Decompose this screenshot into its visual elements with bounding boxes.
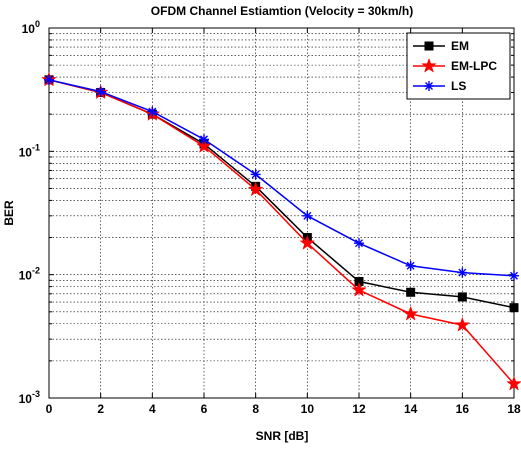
series-line-em-lpc — [48, 79, 515, 385]
data-point-ls-stroke — [303, 211, 312, 220]
y-tick-base: 10 — [22, 22, 36, 36]
data-point-ls — [147, 106, 158, 117]
data-point-ls — [457, 267, 468, 278]
y-tick-base: 10 — [19, 392, 33, 406]
series-line-ls — [48, 79, 515, 277]
data-point-ls — [509, 270, 519, 281]
x-tick-label: 16 — [456, 402, 470, 416]
y-tick-label: 10-2 — [19, 266, 40, 283]
x-tick-label: 6 — [201, 402, 208, 416]
legend-label-ls: LS — [451, 79, 466, 93]
legend-marker-ls-stroke — [425, 82, 433, 90]
data-point-ls — [250, 169, 261, 180]
data-point-ls-stroke — [355, 239, 363, 248]
data-point-em — [509, 303, 519, 313]
data-point-em-lpc — [454, 316, 471, 332]
y-tick-base: 10 — [19, 269, 33, 283]
data-point-em-lpc — [402, 305, 419, 321]
plot-area — [48, 27, 515, 399]
chart-title: OFDM Channel Estiamtion (Velocity = 30km… — [151, 4, 413, 18]
x-tick-label: 14 — [404, 402, 418, 416]
data-point-ls-stroke — [510, 271, 518, 280]
y-tick-label: 10-3 — [19, 389, 40, 406]
series-layer — [41, 71, 521, 391]
legend-label-em-lpc: EM-LPC — [451, 59, 497, 73]
data-point-ls-stroke — [458, 268, 467, 277]
data-point-em-lpc — [351, 281, 367, 297]
data-point-em-lpc — [299, 234, 316, 250]
y-tick-exponent: -2 — [32, 266, 40, 276]
data-point-ls-stroke — [45, 75, 53, 84]
data-point-em-lpc — [247, 181, 264, 197]
series-ls — [44, 74, 519, 281]
x-tick-label: 10 — [301, 402, 315, 416]
y-tick-base: 10 — [19, 145, 33, 159]
y-tick-label: 100 — [22, 19, 40, 36]
data-point-em — [406, 287, 416, 297]
legend: EM EM-LPC LS — [406, 32, 511, 100]
legend-marker-em-lpc — [421, 57, 437, 73]
y-tick-label: 10-1 — [19, 142, 40, 159]
data-point-ls-stroke — [251, 170, 260, 179]
x-tick-label: 12 — [352, 402, 366, 416]
data-point-ls — [199, 134, 209, 145]
legend-marker-em — [424, 41, 434, 51]
data-point-ls — [44, 74, 54, 85]
data-point-ls-stroke — [200, 135, 208, 144]
y-axis-label: BER — [2, 200, 16, 226]
legend-marker-ls — [424, 81, 434, 91]
y-tick-exponent: -3 — [32, 389, 40, 399]
y-tick-exponent: -1 — [32, 142, 40, 152]
grid-lines — [49, 28, 514, 398]
data-point-ls — [95, 86, 106, 97]
legend-label-em: EM — [451, 39, 469, 53]
data-point-ls — [302, 210, 313, 221]
data-point-em-lpc — [506, 375, 521, 391]
data-point-ls-stroke — [406, 261, 415, 270]
data-point-em — [457, 292, 467, 302]
y-tick-exponent: 0 — [35, 19, 40, 29]
x-tick-label: 4 — [149, 402, 156, 416]
data-point-ls — [354, 238, 364, 249]
x-tick-label: 18 — [507, 402, 521, 416]
data-point-ls-stroke — [96, 87, 105, 96]
x-axis-label: SNR [dB] — [256, 429, 309, 443]
data-point-ls-stroke — [148, 107, 157, 116]
x-tick-label: 2 — [97, 402, 104, 416]
x-tick-label: 0 — [46, 402, 53, 416]
x-tick-label: 8 — [252, 402, 259, 416]
data-point-ls — [405, 260, 416, 271]
